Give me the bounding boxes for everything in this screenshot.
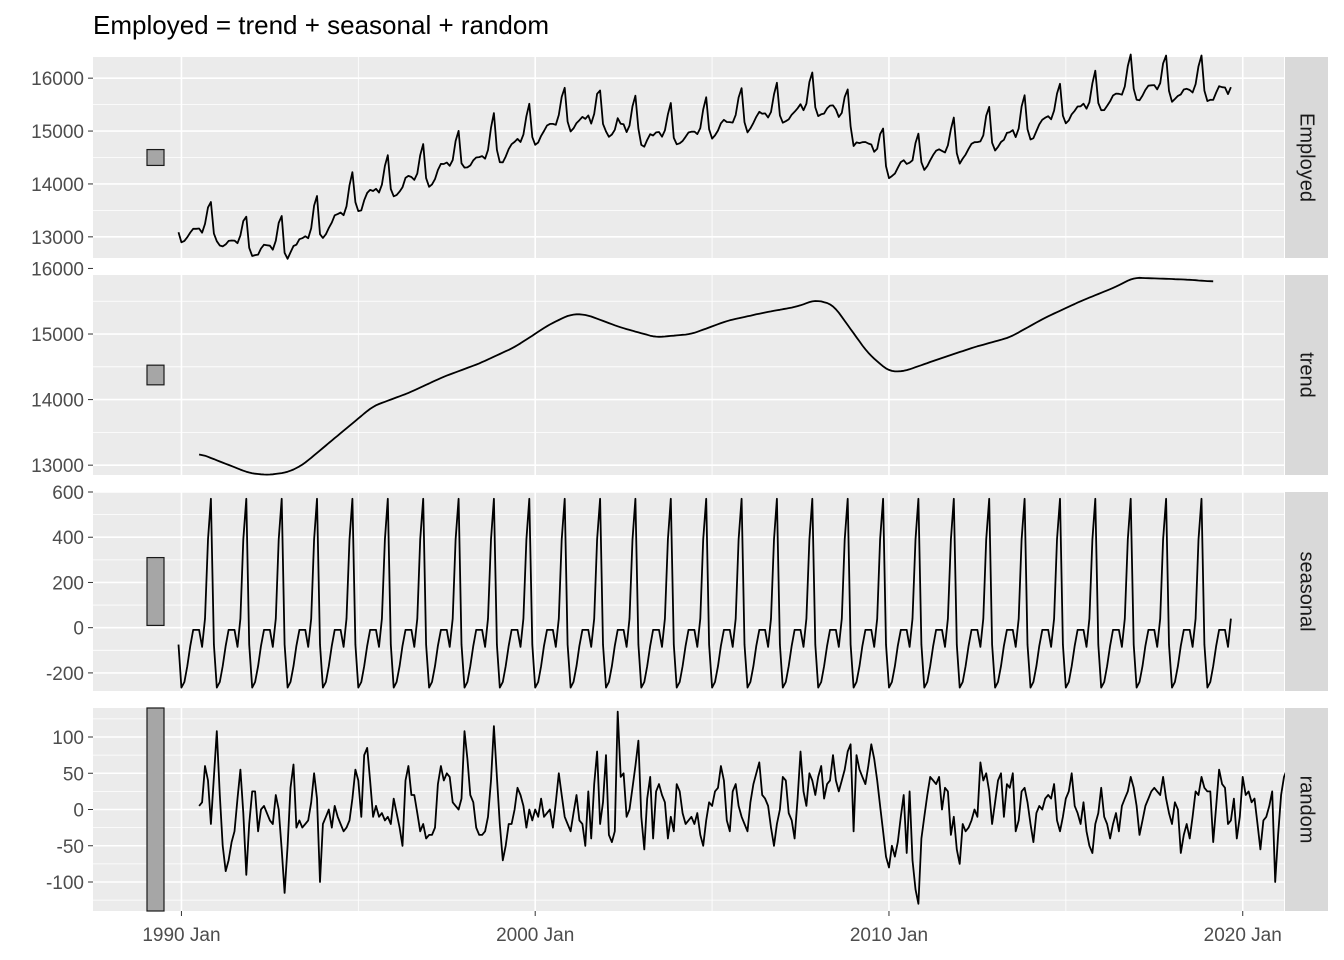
y-tick-label: 15000 [31,325,84,346]
y-tick-label: 0 [73,619,84,640]
facet-strip [1285,708,1328,911]
y-tick-label: 0 [73,801,84,822]
y-tick-label: -50 [57,837,84,858]
facet-label: seasonal [1296,551,1318,631]
panel-seasonal: -200 0 200 400 600 seasonal [46,483,1328,691]
chart-title: Employed = trend + seasonal + random [93,10,549,40]
facet-label: trend [1296,352,1318,398]
y-tick-label: -200 [46,664,84,685]
y-tick-label: 600 [52,483,84,504]
y-tick-label: 14000 [31,175,84,196]
panel-background [93,275,1284,475]
scale-bar [146,148,165,167]
facet-strip [1285,57,1328,258]
panels: 13000 14000 15000 16000 Employed 13000 14000 15… [31,53,1328,912]
series-line-seasonal [177,497,1232,689]
facet-strip [1285,275,1328,475]
scale-bar [146,556,165,627]
scale-bar [146,707,165,912]
y-tick-label: 15000 [31,122,84,143]
y-tick-label: 14000 [31,391,84,412]
y-tick-label: 100 [52,728,84,749]
x-tick-label: 1990 Jan [142,925,220,946]
facet-label: random [1296,776,1318,844]
series-line-random [198,710,1321,905]
scale-bar [146,364,165,386]
panel-Employed: 13000 14000 15000 16000 Employed [31,53,1328,260]
panel-trend: 13000 14000 15000 16000 trend [31,259,1328,477]
facet-label: Employed [1296,113,1318,202]
x-tick-label: 2000 Jan [496,925,574,946]
x-axis: 1990 Jan 2000 Jan 2010 Jan 2020 Jan [142,911,1282,946]
series-line-Employed [177,53,1232,260]
y-tick-label: -100 [46,873,84,894]
x-tick-label: 2020 Jan [1204,925,1282,946]
y-tick-label: 200 [52,573,84,594]
x-tick-label: 2010 Jan [850,925,928,946]
y-tick-label: 13000 [31,456,84,477]
series-line-trend [198,276,1214,476]
panel-random: -100 -50 0 50 100 random [46,707,1328,912]
facet-strip [1285,492,1328,691]
panel-background [93,492,1284,691]
y-tick-label: 16000 [31,259,84,280]
y-tick-label: 50 [63,764,84,785]
y-tick-label: 13000 [31,228,84,249]
y-tick-label: 16000 [31,69,84,90]
y-tick-label: 400 [52,528,84,549]
